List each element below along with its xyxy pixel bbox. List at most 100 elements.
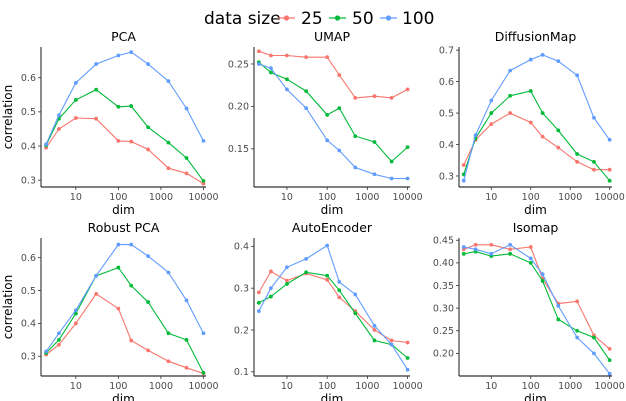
data-point-100	[473, 133, 478, 137]
data-point-25	[540, 134, 545, 139]
data-point-25	[116, 139, 121, 143]
data-point-25	[607, 346, 612, 351]
data-point-50	[607, 178, 612, 183]
data-point-25	[372, 328, 377, 332]
y-tick-label: 0.20	[433, 349, 454, 360]
series-line-25	[258, 50, 408, 99]
series-line-50	[45, 266, 204, 373]
panel-title: AutoEncoder	[292, 220, 373, 235]
data-point-50	[575, 328, 580, 333]
data-point-100	[508, 68, 513, 73]
legend-label-25: 25	[301, 9, 323, 29]
data-point-100	[269, 66, 273, 71]
data-point-25	[607, 167, 612, 172]
y-tick-label: 0.1	[234, 367, 249, 378]
data-point-50	[146, 300, 151, 304]
x-axis-title: dim	[524, 203, 547, 217]
data-point-25	[256, 290, 261, 295]
panel-3: Robust PCA 0.3 0.4 0.5 0.6 10 100 1000 10000 dim c…	[1, 220, 219, 401]
data-point-100	[57, 331, 61, 336]
data-point-100	[184, 106, 189, 111]
data-point-50	[508, 93, 513, 98]
data-point-25	[269, 269, 273, 274]
data-point-50	[285, 282, 289, 286]
x-tick-label: 10	[485, 192, 497, 203]
data-point-50	[201, 370, 206, 375]
data-point-25	[201, 181, 206, 186]
panels: PCA 0.3 0.4 0.5 0.6 10 100 1000 10000 dim correlat…	[1, 29, 625, 401]
data-point-50	[146, 125, 151, 130]
y-tick-label: 0.25	[228, 59, 249, 70]
x-tick-label: 10000	[188, 381, 218, 392]
data-point-50	[184, 156, 189, 160]
data-point-100	[389, 342, 394, 347]
y-tick-label: 0.4	[21, 319, 36, 330]
data-point-50	[337, 106, 342, 110]
data-point-100	[337, 280, 342, 284]
data-point-25	[256, 49, 261, 54]
data-point-100	[44, 142, 49, 147]
data-point-100	[575, 335, 580, 340]
x-tick-label: 10000	[188, 192, 218, 203]
data-point-100	[304, 257, 309, 261]
panel-4: AutoEncoder 0.1 0.2 0.3 0.4 10 100 1000 10000 dim	[234, 220, 423, 401]
x-tick-label: 1000	[149, 381, 173, 392]
data-point-50	[325, 112, 330, 117]
data-point-50	[184, 337, 189, 342]
data-point-100	[129, 50, 134, 55]
y-tick-label: 0.6	[21, 253, 36, 264]
series-line-25	[463, 244, 610, 350]
x-tick-label: 100	[109, 381, 127, 392]
data-point-25	[528, 120, 533, 125]
data-point-100	[269, 286, 273, 291]
data-point-50	[508, 251, 513, 256]
data-point-50	[592, 159, 596, 164]
data-point-50	[129, 104, 134, 108]
data-point-100	[556, 59, 561, 64]
data-point-100	[166, 79, 171, 84]
data-point-25	[353, 96, 358, 100]
data-point-25	[285, 53, 289, 58]
data-point-100	[528, 57, 533, 62]
x-tick-label: 10	[281, 381, 293, 392]
data-point-100	[607, 137, 612, 142]
x-tick-label: 100	[318, 381, 336, 392]
data-point-50	[556, 128, 561, 133]
x-axis-title: dim	[321, 203, 344, 217]
data-point-50	[201, 178, 206, 183]
x-tick-label: 10	[281, 192, 293, 203]
data-point-50	[353, 134, 358, 138]
data-point-25	[575, 299, 580, 304]
data-point-50	[575, 152, 580, 156]
legend-entries: 25 50 100	[278, 9, 434, 29]
y-tick-label: 0.35	[433, 281, 454, 292]
data-point-50	[389, 159, 394, 164]
data-point-25	[337, 295, 342, 300]
data-point-100	[556, 303, 561, 308]
series-line-100	[258, 63, 408, 180]
data-point-100	[129, 242, 134, 247]
x-tick-label: 10	[70, 381, 82, 392]
data-point-50	[337, 288, 342, 293]
legend-label-50: 50	[352, 9, 374, 29]
data-point-25	[129, 338, 134, 343]
data-point-50	[73, 311, 78, 316]
series-line-50	[258, 271, 408, 359]
data-point-50	[166, 140, 171, 145]
x-tick-label: 1000	[558, 192, 582, 203]
data-point-25	[556, 145, 561, 150]
x-tick-label: 10000	[595, 381, 625, 392]
y-tick-label: 0.20	[228, 102, 249, 113]
data-point-50	[269, 294, 273, 299]
data-point-25	[166, 359, 171, 364]
data-point-50	[57, 337, 61, 342]
y-tick-label: 0.4	[234, 242, 249, 253]
y-tick-label: 0.6	[21, 73, 36, 84]
panel-title: UMAP	[314, 29, 350, 44]
data-point-50	[94, 87, 99, 92]
x-tick-label: 10000	[392, 192, 422, 203]
panel-2: DiffusionMap 0.3 0.4 0.5 0.6 0.7 10 100 1000 1000…	[439, 29, 625, 217]
x-tick-label: 1000	[149, 192, 173, 203]
legend-title: data size	[204, 9, 281, 29]
data-point-25	[405, 340, 410, 345]
